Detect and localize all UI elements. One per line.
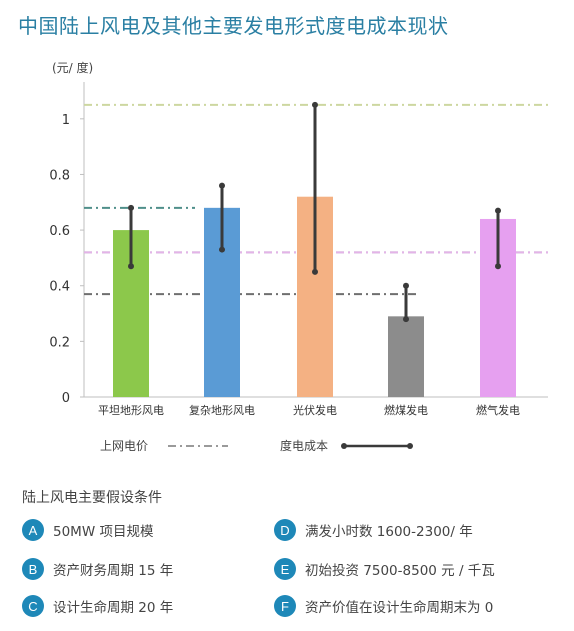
- assumption-item-c: C 设计生命周期 20 年: [22, 595, 173, 617]
- assumption-item-b: B 资产财务周期 15 年: [22, 558, 173, 580]
- error-bar-high-cap: [219, 182, 225, 189]
- legend-cost-left-cap: [341, 443, 347, 449]
- y-tick-label: 0.4: [49, 280, 70, 295]
- bar-chart: (元/ 度) 0 0.2 0.4 0.6 0.8 1 平坦地形风电 复杂地形风电 光伏发电 燃煤发电…: [49, 60, 548, 453]
- y-tick-label: 0.6: [49, 224, 70, 239]
- assumption-item-f: F 资产价值在设计生命周期末为 0: [274, 595, 493, 617]
- assumption-text-f: 资产价值在设计生命周期末为 0: [305, 600, 494, 616]
- error-bar-high-cap: [495, 207, 501, 214]
- badge-f: F: [274, 595, 296, 617]
- x-tick-label: 光伏发电: [293, 403, 337, 417]
- error-bar-low-cap: [128, 263, 134, 270]
- badge-c: C: [22, 595, 44, 617]
- assumption-text-e: 初始投资 7500-8500 元 / 千瓦: [305, 563, 495, 579]
- chart-title: 中国陆上风电及其他主要发电形式度电成本现状: [18, 14, 449, 38]
- bar: [388, 316, 424, 397]
- assumption-text-d: 满发小时数 1600-2300/ 年: [305, 524, 473, 540]
- assumptions-title: 陆上风电主要假设条件: [22, 490, 162, 506]
- assumption-item-a: A 50MW 项目规模: [22, 519, 153, 541]
- y-tick-label: 0: [62, 391, 70, 406]
- error-bar-low-cap: [219, 246, 225, 253]
- badge-d: D: [274, 519, 296, 541]
- y-axis-unit-label: (元/ 度): [52, 60, 93, 75]
- error-bar-high-cap: [312, 101, 318, 108]
- legend-cost-label: 度电成本: [280, 438, 328, 453]
- error-bar-high-cap: [403, 282, 409, 289]
- badge-e: E: [274, 558, 296, 580]
- error-bar-low-cap: [403, 316, 409, 323]
- badge-b: B: [22, 558, 44, 580]
- error-bar-low-cap: [495, 263, 501, 270]
- assumption-item-e: E 初始投资 7500-8500 元 / 千瓦: [274, 558, 495, 580]
- x-tick-label: 平坦地形风电: [98, 403, 164, 417]
- x-tick-label: 复杂地形风电: [189, 403, 255, 417]
- x-tick-label: 燃气发电: [476, 403, 520, 417]
- y-tick-label: 0.2: [49, 335, 70, 350]
- y-tick-label: 1: [62, 113, 70, 128]
- legend-grid-price-label: 上网电价: [100, 439, 148, 453]
- assumption-text-b: 资产财务周期 15 年: [53, 563, 174, 579]
- error-bar-low-cap: [312, 268, 318, 275]
- y-tick-label: 0.8: [49, 168, 70, 183]
- legend-cost-right-cap: [407, 443, 413, 449]
- badge-a: A: [22, 519, 44, 541]
- assumption-text-c: 设计生命周期 20 年: [53, 600, 174, 616]
- assumption-item-d: D 满发小时数 1600-2300/ 年: [274, 519, 473, 541]
- error-bar-high-cap: [128, 204, 134, 211]
- assumption-text-a: 50MW 项目规模: [53, 524, 154, 540]
- x-tick-label: 燃煤发电: [384, 403, 428, 417]
